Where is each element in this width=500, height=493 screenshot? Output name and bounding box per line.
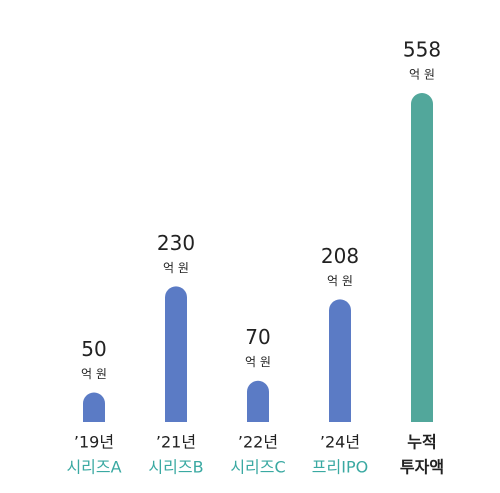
bar	[83, 392, 105, 422]
category-sublabel: 시리즈A	[66, 458, 121, 477]
unit-label: 억 원	[163, 261, 189, 275]
unit-label: 억 원	[327, 274, 353, 288]
category-label: ’24년	[320, 433, 360, 452]
value-label: 70	[245, 325, 270, 349]
bar	[165, 286, 187, 422]
category-label: ’22년	[238, 433, 278, 452]
category-sublabel: 시리즈B	[148, 458, 203, 477]
category-label: 누적	[407, 433, 436, 452]
value-label: 208	[321, 244, 359, 268]
bar	[329, 299, 351, 422]
value-label: 558	[403, 38, 441, 62]
bar	[411, 93, 433, 422]
category-sublabel: 투자액	[400, 458, 444, 477]
category-sublabel: 프리IPO	[312, 458, 368, 477]
unit-label: 억 원	[245, 355, 271, 369]
unit-label: 억 원	[81, 367, 107, 381]
category-sublabel: 시리즈C	[230, 458, 285, 477]
bar	[247, 380, 269, 422]
value-label: 50	[81, 337, 106, 361]
category-label: ’19년	[74, 433, 114, 452]
category-label: ’21년	[156, 433, 196, 452]
value-label: 230	[157, 231, 195, 255]
unit-label: 억 원	[409, 68, 435, 82]
